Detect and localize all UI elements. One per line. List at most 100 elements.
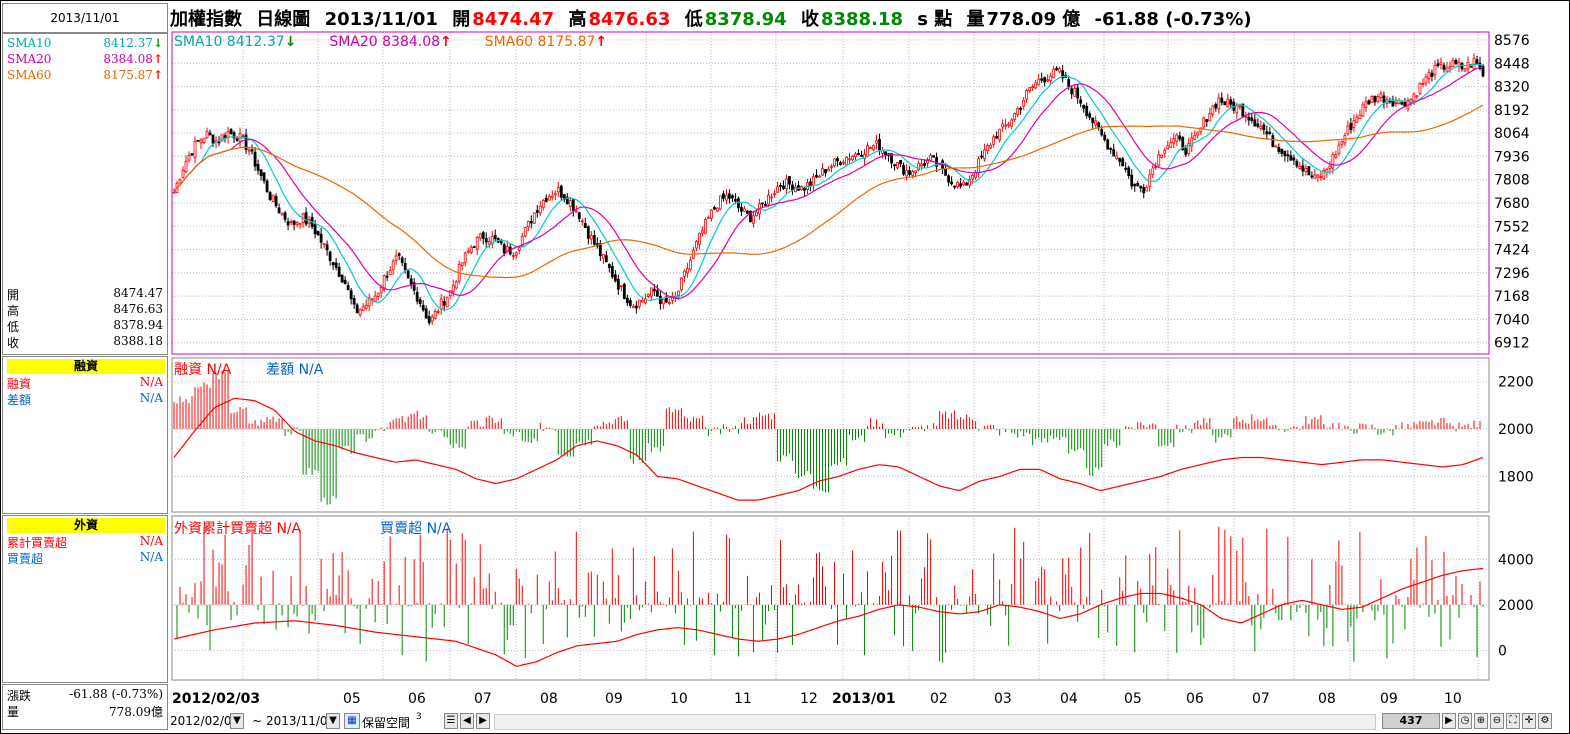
clock-icon[interactable]: ◷ xyxy=(1458,713,1472,729)
candle-body xyxy=(995,136,999,139)
settings-icon[interactable]: ⚙ xyxy=(1538,713,1552,729)
candle-body xyxy=(526,221,530,227)
header-date: 2013/11/01 xyxy=(324,9,438,30)
x-tick-label: 02 xyxy=(930,691,948,707)
candle-body xyxy=(283,212,287,220)
candle-body xyxy=(217,141,221,144)
close-label: 收 xyxy=(7,336,20,350)
candle-body xyxy=(289,221,293,224)
candle-body xyxy=(1034,82,1038,89)
candle-body xyxy=(1004,124,1008,127)
candle-body xyxy=(851,155,854,161)
y-tick-label: 7552 xyxy=(1494,219,1530,235)
chart-svg[interactable]: 6912 7040 7168 7296 7424 7552 7680 7808 7936 8064… xyxy=(168,28,1566,712)
arrow-down-icon: ↓ xyxy=(284,34,297,50)
candle-body xyxy=(607,263,611,269)
arrow-down-icon: ↓ xyxy=(152,36,163,50)
candle-body xyxy=(1427,72,1431,80)
candle-body xyxy=(1031,86,1035,89)
diff-value: N/A xyxy=(139,391,163,405)
candle-body xyxy=(1331,154,1335,169)
end-date[interactable]: 2013/11/01 xyxy=(266,714,336,728)
reserve-label[interactable]: 保留空間 xyxy=(362,716,411,730)
fit-icon[interactable]: ⛶ xyxy=(1506,713,1520,729)
time-scrollbar[interactable] xyxy=(494,714,1376,730)
margin-panel-title: 融資 xyxy=(7,359,165,374)
candle-body xyxy=(905,169,908,177)
candle-body xyxy=(1217,97,1221,110)
open-row: 開 8474.47 xyxy=(7,286,163,302)
end-date-dropdown-icon[interactable]: ▼ xyxy=(326,713,340,729)
y-tick-label: 8192 xyxy=(1494,103,1530,119)
candle-body xyxy=(640,300,644,303)
zoom-in-icon[interactable]: ⊕ xyxy=(1474,713,1488,729)
cumulative-line xyxy=(173,397,1484,501)
candle-body xyxy=(920,163,923,167)
candle-body xyxy=(337,266,341,277)
foreign-panel-title: 外資 xyxy=(7,518,165,533)
candle-body xyxy=(1295,160,1299,167)
candle-body xyxy=(1070,88,1074,95)
candle-body xyxy=(1040,78,1044,81)
candle-body xyxy=(1166,145,1170,150)
x-tick-label: 12 xyxy=(800,691,818,707)
candle-body xyxy=(1196,131,1200,136)
candle-body xyxy=(229,129,233,134)
candle-body xyxy=(553,193,557,196)
candle-body xyxy=(752,215,755,224)
scroll-left-icon[interactable]: ◀ xyxy=(460,713,474,729)
margin-panel: 1800 2000 2200 xyxy=(171,357,1534,513)
candle-body xyxy=(983,149,987,160)
candle-body xyxy=(490,236,494,245)
candle-body xyxy=(977,158,981,173)
candle-body xyxy=(1316,174,1320,178)
zoom-out-icon[interactable]: ⊖ xyxy=(1490,713,1504,729)
start-date[interactable]: 2012/02/03 xyxy=(170,714,240,728)
candle-body xyxy=(899,159,902,165)
candle-body xyxy=(685,268,689,274)
sma20-row: SMA20 8384.08↑ xyxy=(7,52,163,68)
candle-body xyxy=(890,153,893,164)
candle-body xyxy=(1301,165,1305,172)
y-tick-label: 7040 xyxy=(1494,312,1530,328)
sma20-label: SMA20 xyxy=(7,52,52,66)
candle-body xyxy=(208,132,212,136)
candle-body xyxy=(1391,99,1395,107)
candle-body xyxy=(1175,134,1179,142)
candle-body xyxy=(421,304,425,311)
candle-body xyxy=(259,169,263,176)
candle-body xyxy=(424,308,428,319)
cumulative-line xyxy=(173,567,1484,667)
high-label: 高 xyxy=(568,9,587,30)
margin-info-panel: 融資 融資 N/A 差額 N/A xyxy=(2,356,168,514)
margin-row: 融資 N/A xyxy=(7,375,163,391)
y-tick-label: 2000 xyxy=(1498,422,1534,438)
reserve-icon[interactable]: ▦ xyxy=(344,713,360,729)
volume-label: 量 xyxy=(7,705,20,719)
bar-count[interactable]: 437 xyxy=(1382,713,1440,729)
candle-body xyxy=(625,297,629,304)
candle-body xyxy=(1058,68,1062,73)
candle-body xyxy=(445,296,449,308)
candle-body xyxy=(211,134,215,144)
candle-body xyxy=(331,262,335,266)
next-icon[interactable]: ▶ xyxy=(1442,713,1456,729)
candle-body xyxy=(1214,104,1218,109)
candle-body xyxy=(631,306,635,309)
candle-body xyxy=(196,139,200,142)
candle-body xyxy=(655,290,659,297)
crosshair-icon[interactable]: ✛ xyxy=(1522,713,1536,729)
grid-toggle-icon[interactable]: ☰ xyxy=(444,713,458,729)
y-tick-label: 0 xyxy=(1498,643,1507,659)
bars xyxy=(173,526,1484,663)
x-tick-label: 04 xyxy=(1060,691,1078,707)
candle-body xyxy=(409,278,413,285)
start-date-dropdown-icon[interactable]: ▼ xyxy=(230,713,244,729)
candle-body xyxy=(1340,141,1344,145)
high-value: 8476.63 xyxy=(113,302,163,316)
foreign-net-value: N/A xyxy=(139,550,163,564)
candle-body xyxy=(388,270,392,275)
reserve-value: 3 xyxy=(416,712,422,722)
scroll-right-icon[interactable]: ▶ xyxy=(476,713,490,729)
